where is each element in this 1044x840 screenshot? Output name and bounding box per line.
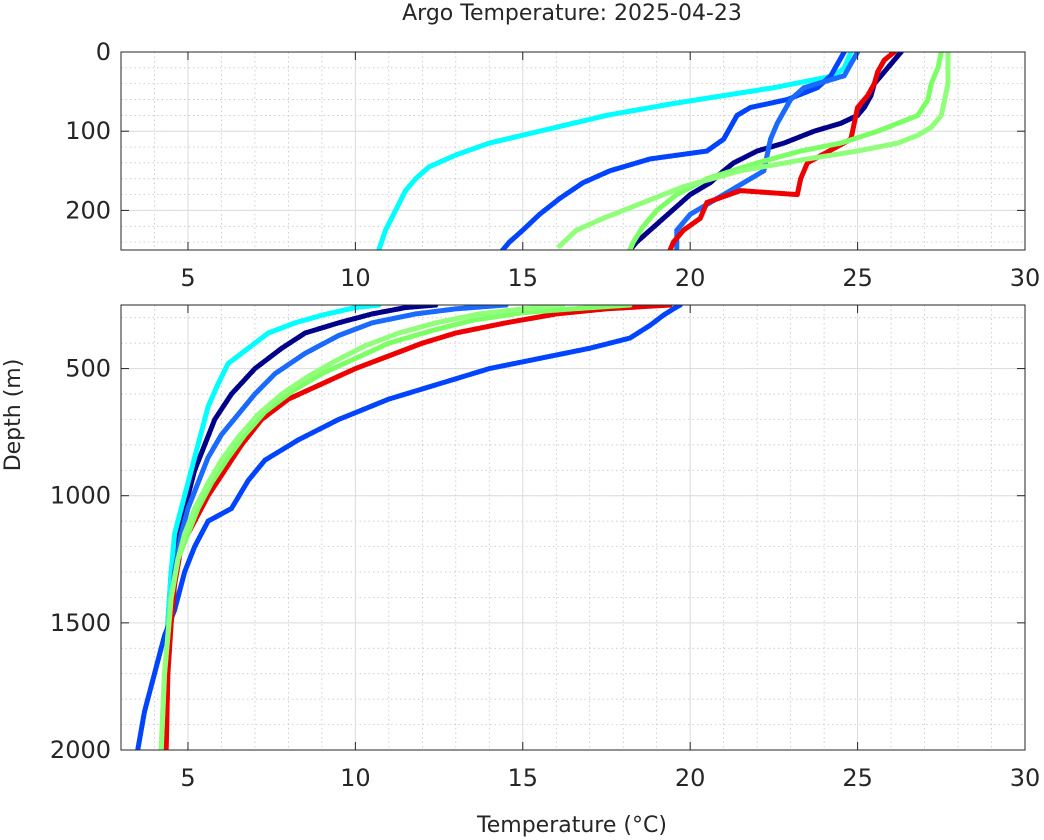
data-point bbox=[627, 247, 633, 250]
lower-panel-ticks bbox=[121, 305, 1026, 751]
x-tick-label: 30 bbox=[1010, 264, 1041, 292]
x-tick-label: 20 bbox=[675, 764, 706, 792]
lower-panel-y-tick-labels: 500 1000 1500 2000 bbox=[50, 355, 111, 764]
chart-title: Argo Temperature: 2025-04-23 bbox=[402, 1, 742, 26]
lower-panel-background bbox=[121, 305, 1025, 750]
profile-series bbox=[500, 52, 847, 250]
upper-panel-frame bbox=[120, 51, 1026, 251]
upper-panel-ticks bbox=[121, 51, 1026, 250]
data-point bbox=[158, 747, 164, 750]
lower-panel-data bbox=[135, 305, 683, 750]
x-tick-label: 5 bbox=[180, 264, 195, 292]
x-tick-label: 25 bbox=[842, 764, 873, 792]
data-point bbox=[135, 747, 141, 750]
data-point bbox=[557, 243, 563, 249]
upper-panel-x-tick-labels: 5 10 15 20 25 30 bbox=[180, 264, 1040, 292]
data-point bbox=[667, 247, 673, 250]
data-point bbox=[500, 247, 506, 250]
y-tick-label: 0 bbox=[96, 38, 111, 66]
x-tick-label: 10 bbox=[340, 764, 371, 792]
y-tick-label: 500 bbox=[65, 355, 111, 383]
x-tick-label: 25 bbox=[842, 264, 873, 292]
x-tick-label: 10 bbox=[340, 264, 371, 292]
y-tick-label: 200 bbox=[65, 196, 111, 224]
profile-series bbox=[557, 52, 951, 249]
x-tick-label: 30 bbox=[1010, 764, 1041, 792]
x-tick-label: 15 bbox=[508, 264, 539, 292]
data-point bbox=[376, 247, 382, 250]
lower-panel-frame bbox=[120, 304, 1026, 751]
y-tick-label: 2000 bbox=[50, 736, 111, 764]
y-tick-label: 1500 bbox=[50, 609, 111, 637]
x-tick-label: 20 bbox=[675, 264, 706, 292]
x-tick-label: 15 bbox=[508, 764, 539, 792]
data-point bbox=[674, 247, 680, 250]
y-tick-label: 1000 bbox=[50, 482, 111, 510]
x-tick-label: 5 bbox=[180, 764, 195, 792]
data-point bbox=[163, 747, 169, 750]
upper-panel-background bbox=[121, 52, 1025, 250]
lower-panel-x-tick-labels: 5 10 15 20 25 30 bbox=[180, 764, 1040, 792]
profile-series bbox=[158, 305, 566, 750]
y-axis-label: Depth (m) bbox=[1, 359, 26, 472]
profile-series bbox=[135, 305, 683, 750]
profile-series bbox=[376, 52, 854, 250]
y-tick-label: 100 bbox=[65, 117, 111, 145]
upper-panel-data bbox=[376, 52, 951, 250]
upper-panel-y-tick-labels: 0 100 200 bbox=[65, 38, 111, 224]
x-axis-label: Temperature (°C) bbox=[476, 813, 667, 838]
profile-series bbox=[627, 52, 904, 250]
upper-depth-panel: 5 10 15 20 25 30 0 100 200 bbox=[65, 38, 1040, 292]
lower-depth-panel: 5 10 15 20 25 30 500 1000 1500 2000 bbox=[50, 304, 1040, 792]
